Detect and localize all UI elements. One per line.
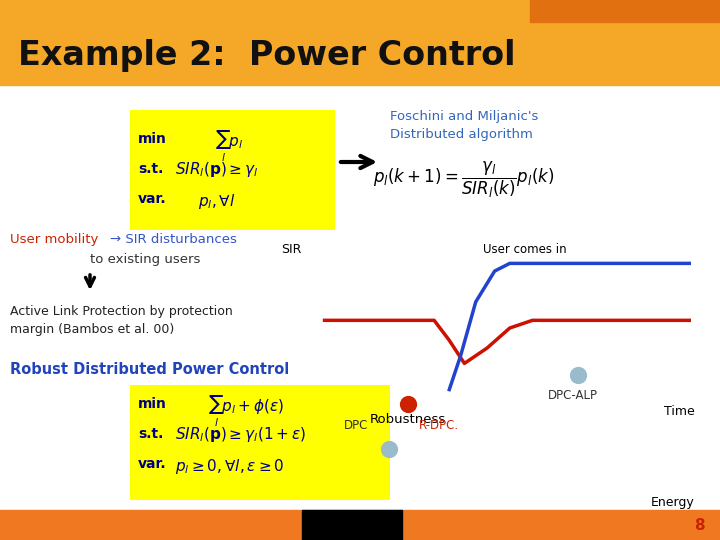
Text: min: min xyxy=(138,397,167,411)
Text: DPC-ALP: DPC-ALP xyxy=(547,389,598,402)
Text: User comes in: User comes in xyxy=(483,244,567,256)
Text: User mobility: User mobility xyxy=(10,233,103,246)
Text: $\sum_l p_l$: $\sum_l p_l$ xyxy=(215,130,243,164)
Text: DPC: DPC xyxy=(343,419,368,432)
Point xyxy=(402,400,413,409)
Text: → SIR disturbances: → SIR disturbances xyxy=(110,233,237,246)
Text: $SIR_l(\mathbf{p}) \geq \gamma_l(1+\varepsilon)$: $SIR_l(\mathbf{p}) \geq \gamma_l(1+\vare… xyxy=(175,425,306,444)
Text: s.t.: s.t. xyxy=(138,162,163,176)
Text: $p_l, \forall l$: $p_l, \forall l$ xyxy=(198,192,235,211)
Text: Robustness: Robustness xyxy=(370,413,446,426)
Text: R-DPC.: R-DPC. xyxy=(419,419,459,432)
Point xyxy=(572,370,583,379)
Text: Robust Distributed Power Control: Robust Distributed Power Control xyxy=(10,362,289,377)
Text: Foschini and Miljanic's
Distributed algorithm: Foschini and Miljanic's Distributed algo… xyxy=(390,110,539,141)
Text: var.: var. xyxy=(138,192,166,206)
Text: $SIR_l(\mathbf{p}) \geq \gamma_l$: $SIR_l(\mathbf{p}) \geq \gamma_l$ xyxy=(175,160,258,179)
Text: Time: Time xyxy=(665,405,695,418)
Text: SIR: SIR xyxy=(282,244,302,256)
Bar xyxy=(530,0,720,22)
Bar xyxy=(302,510,402,540)
Text: var.: var. xyxy=(138,457,166,471)
Text: $\sum_l p_l + \phi(\varepsilon)$: $\sum_l p_l + \phi(\varepsilon)$ xyxy=(208,395,284,429)
Bar xyxy=(0,0,720,85)
Text: s.t.: s.t. xyxy=(138,427,163,441)
Text: Example 2:  Power Control: Example 2: Power Control xyxy=(18,39,516,72)
Text: Energy: Energy xyxy=(651,496,695,509)
Point xyxy=(383,444,395,453)
Bar xyxy=(130,385,390,500)
Bar xyxy=(0,510,720,540)
Text: min: min xyxy=(138,132,167,146)
Bar xyxy=(130,110,335,230)
Text: 8: 8 xyxy=(694,518,705,534)
Text: $p_l \geq 0, \forall l, \varepsilon \geq 0$: $p_l \geq 0, \forall l, \varepsilon \geq… xyxy=(175,457,284,476)
Text: to existing users: to existing users xyxy=(90,253,200,266)
Text: Active Link Protection by protection
margin (Bambos et al. 00): Active Link Protection by protection mar… xyxy=(10,305,233,336)
Text: $p_l(k+1) = \dfrac{\gamma_l}{SIR_l(k)}p_l(k)$: $p_l(k+1) = \dfrac{\gamma_l}{SIR_l(k)}p_… xyxy=(373,160,554,200)
